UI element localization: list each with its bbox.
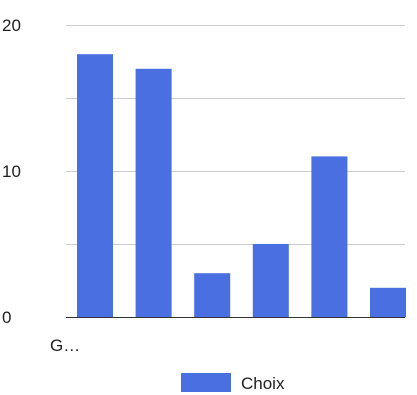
- y-axis-ticks: 0 10 20: [2, 16, 21, 327]
- legend-swatch-choix: [181, 373, 231, 392]
- bar-4[interactable]: [252, 244, 289, 317]
- bar-5[interactable]: [311, 156, 348, 317]
- bar-2[interactable]: [135, 68, 172, 317]
- legend: Choix: [181, 373, 285, 393]
- bar-3[interactable]: [194, 273, 231, 317]
- gridlines: [66, 25, 405, 318]
- x-tick-label: G…: [50, 336, 80, 355]
- x-axis-ticks: G…: [50, 336, 80, 355]
- legend-label-choix: Choix: [241, 374, 285, 393]
- y-tick-label: 10: [2, 162, 21, 181]
- bars: [77, 54, 406, 317]
- bar-1[interactable]: [77, 54, 113, 317]
- y-tick-label: 0: [2, 308, 11, 327]
- bar-6[interactable]: [370, 287, 406, 317]
- y-tick-label: 20: [2, 16, 21, 35]
